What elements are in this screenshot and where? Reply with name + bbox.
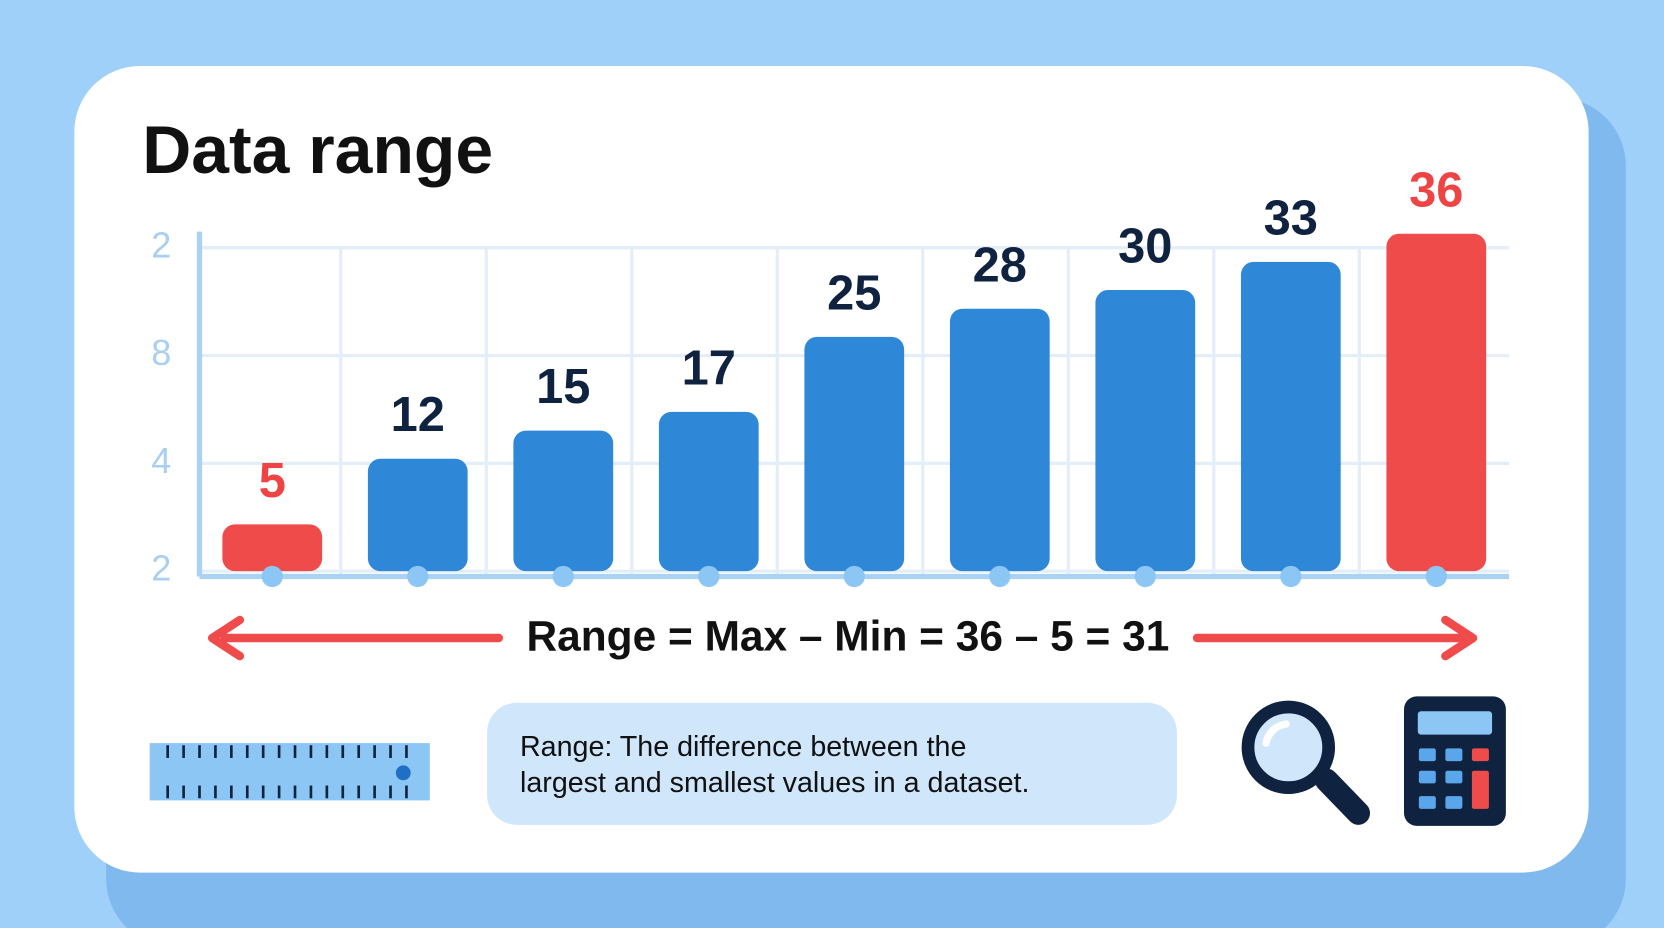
bar bbox=[658, 411, 759, 572]
y-tick-label: 8 bbox=[151, 332, 171, 373]
axis-dot bbox=[407, 565, 429, 588]
value-label: 30 bbox=[1118, 220, 1172, 274]
bar bbox=[222, 524, 323, 572]
bar bbox=[367, 458, 468, 572]
axis-dot bbox=[989, 565, 1011, 588]
value-label: 25 bbox=[827, 266, 881, 320]
bar bbox=[1095, 289, 1196, 572]
definition-line: Range: The difference between the bbox=[520, 731, 966, 763]
axis-dot bbox=[261, 565, 283, 588]
value-label: 12 bbox=[391, 388, 445, 442]
calculator-icon bbox=[1404, 696, 1506, 826]
bar bbox=[1386, 233, 1487, 572]
axis-dot bbox=[552, 565, 574, 588]
bar bbox=[949, 308, 1050, 572]
value-label: 28 bbox=[973, 238, 1027, 292]
axis-dot bbox=[698, 565, 720, 588]
bar bbox=[804, 336, 905, 572]
y-tick-label: 4 bbox=[151, 440, 171, 481]
bar bbox=[513, 430, 614, 572]
axis-dot bbox=[1280, 565, 1302, 588]
definition-line: largest and smallest values in a dataset… bbox=[520, 767, 1029, 799]
axis-dot bbox=[1425, 565, 1447, 588]
value-label: 15 bbox=[536, 360, 590, 414]
value-label: 36 bbox=[1409, 163, 1463, 217]
arrow-head-left bbox=[208, 615, 245, 661]
bar bbox=[1240, 261, 1341, 572]
magnifier-icon bbox=[1241, 700, 1371, 825]
axis-dot bbox=[843, 565, 865, 588]
arrow-head-right bbox=[1441, 615, 1478, 661]
y-tick-label: 2 bbox=[151, 224, 171, 265]
definition-box bbox=[487, 702, 1177, 825]
y-tick-label: 2 bbox=[151, 548, 171, 589]
ruler-icon bbox=[149, 743, 430, 801]
value-label: 5 bbox=[259, 454, 286, 508]
chart-title: Data range bbox=[142, 113, 493, 188]
formula: Range = Max – Min = 36 – 5 = 31 bbox=[527, 612, 1170, 659]
axis-dot bbox=[1134, 565, 1156, 588]
ruler-dot bbox=[395, 765, 411, 781]
ruler bbox=[149, 743, 430, 801]
value-label: 33 bbox=[1264, 191, 1318, 245]
value-label: 17 bbox=[682, 341, 736, 395]
